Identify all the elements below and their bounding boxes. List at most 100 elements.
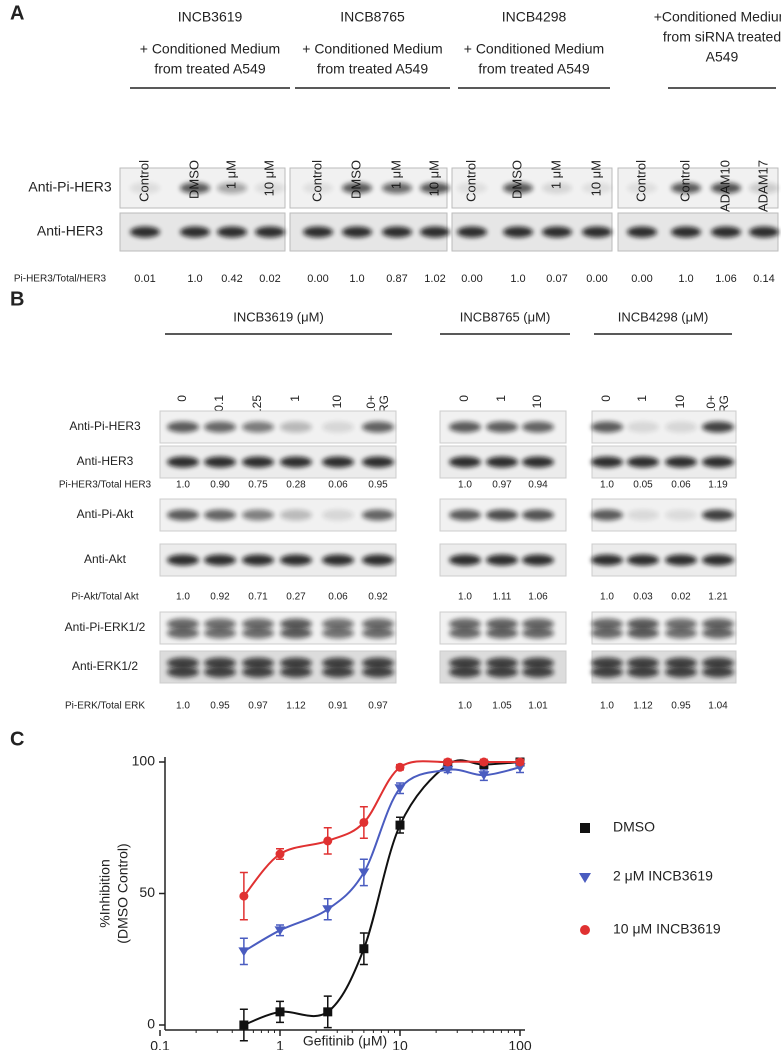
phospho-band <box>242 509 274 521</box>
ratio-value: 1.06 <box>715 273 736 285</box>
phospho-band <box>167 509 199 521</box>
phospho-band <box>449 421 481 433</box>
phospho-band <box>486 618 518 630</box>
group-title: INCB3619 <box>178 9 243 25</box>
total-band <box>280 657 312 669</box>
total-band <box>449 456 481 468</box>
panel-label: A <box>10 2 24 24</box>
ratio-value: 1.0 <box>187 273 202 285</box>
lane-label: 10+ <box>704 395 718 415</box>
total-band <box>362 666 394 678</box>
total-band <box>702 657 734 669</box>
ratio-value: 1.0 <box>349 273 364 285</box>
phospho-band <box>665 509 697 521</box>
lane-label: Control <box>309 160 324 202</box>
ratio-value: 0.91 <box>328 701 348 712</box>
total-band <box>322 554 354 566</box>
phospho-band <box>280 509 312 521</box>
ratio-value: 0.06 <box>671 480 691 491</box>
phospho-band <box>702 421 734 433</box>
ratio-value: 0.27 <box>286 592 306 603</box>
phospho-band <box>582 182 612 194</box>
total-band <box>167 456 199 468</box>
ratio-value: 0.00 <box>631 273 652 285</box>
ratio-value: 1.06 <box>528 592 548 603</box>
total-band <box>217 226 247 238</box>
phospho-band <box>522 627 554 639</box>
total-band <box>322 456 354 468</box>
total-band <box>449 666 481 678</box>
phospho-band <box>627 421 659 433</box>
blot <box>159 498 397 532</box>
data-point <box>358 868 370 878</box>
lane-label: 10 <box>330 395 344 409</box>
ratio-value: 1.0 <box>458 592 472 603</box>
total-band <box>522 456 554 468</box>
row-label: Anti-Pi-Akt <box>77 507 134 521</box>
phospho-band <box>280 618 312 630</box>
legend-marker <box>580 823 590 833</box>
total-band <box>130 226 160 238</box>
total-band <box>362 657 394 669</box>
ratio-value: 0.92 <box>210 592 230 603</box>
ratio-value: 0.42 <box>221 273 242 285</box>
phospho-band <box>503 182 533 194</box>
total-band <box>449 657 481 669</box>
legend-label: DMSO <box>613 819 655 835</box>
ratio-value: 0.02 <box>671 592 691 603</box>
ratio-value: 0.00 <box>307 273 328 285</box>
total-band <box>522 657 554 669</box>
ratio-value: 0.75 <box>248 480 268 491</box>
group-title: INCB8765 <box>340 9 405 25</box>
total-band <box>665 554 697 566</box>
group-subtitle: + Conditioned Medium <box>140 41 280 57</box>
group-subtitle: + Conditioned Medium <box>464 41 604 57</box>
phospho-band <box>322 509 354 521</box>
panel-label: C <box>10 728 24 750</box>
phospho-band <box>711 182 741 194</box>
data-point <box>359 944 369 954</box>
ratio-value: 0.06 <box>328 592 348 603</box>
ratio-value: 0.95 <box>368 480 388 491</box>
total-band <box>627 554 659 566</box>
phospho-band <box>591 618 623 630</box>
phospho-band <box>242 421 274 433</box>
group-title: INCB8765 (μM) <box>460 309 551 324</box>
ratio-value: 1.01 <box>528 701 548 712</box>
phospho-band <box>486 509 518 521</box>
total-band <box>749 226 779 238</box>
total-band <box>591 666 623 678</box>
total-band <box>322 666 354 678</box>
total-band <box>204 554 236 566</box>
x-tick-label: 0.1 <box>150 1038 170 1050</box>
total-band <box>167 666 199 678</box>
phospho-band <box>665 618 697 630</box>
ratio-value: 0.00 <box>461 273 482 285</box>
total-band <box>627 666 659 678</box>
phospho-band <box>362 509 394 521</box>
y-tick-label: 50 <box>139 884 155 900</box>
ratio-value: 0.97 <box>248 701 268 712</box>
phospho-band <box>702 509 734 521</box>
total-band <box>522 666 554 678</box>
ratio-value: 0.14 <box>753 273 774 285</box>
ratio-value: 0.95 <box>210 701 230 712</box>
total-band <box>167 554 199 566</box>
phospho-band <box>322 618 354 630</box>
group-subtitle: from treated A549 <box>317 61 429 77</box>
total-band <box>280 456 312 468</box>
ratio-value: 1.04 <box>708 701 728 712</box>
phospho-band <box>591 627 623 639</box>
phospho-band <box>749 182 779 194</box>
phospho-band <box>702 618 734 630</box>
total-band <box>242 456 274 468</box>
row-label: Anti-HER3 <box>37 223 103 239</box>
ratio-value: 1.21 <box>708 592 728 603</box>
legend-marker <box>580 925 590 935</box>
total-band <box>671 226 701 238</box>
row-label: Anti-ERK1/2 <box>72 659 138 673</box>
data-point <box>238 947 250 957</box>
phospho-band <box>671 182 701 194</box>
blot <box>159 650 397 684</box>
group-subtitle: + Conditioned Medium <box>302 41 442 57</box>
